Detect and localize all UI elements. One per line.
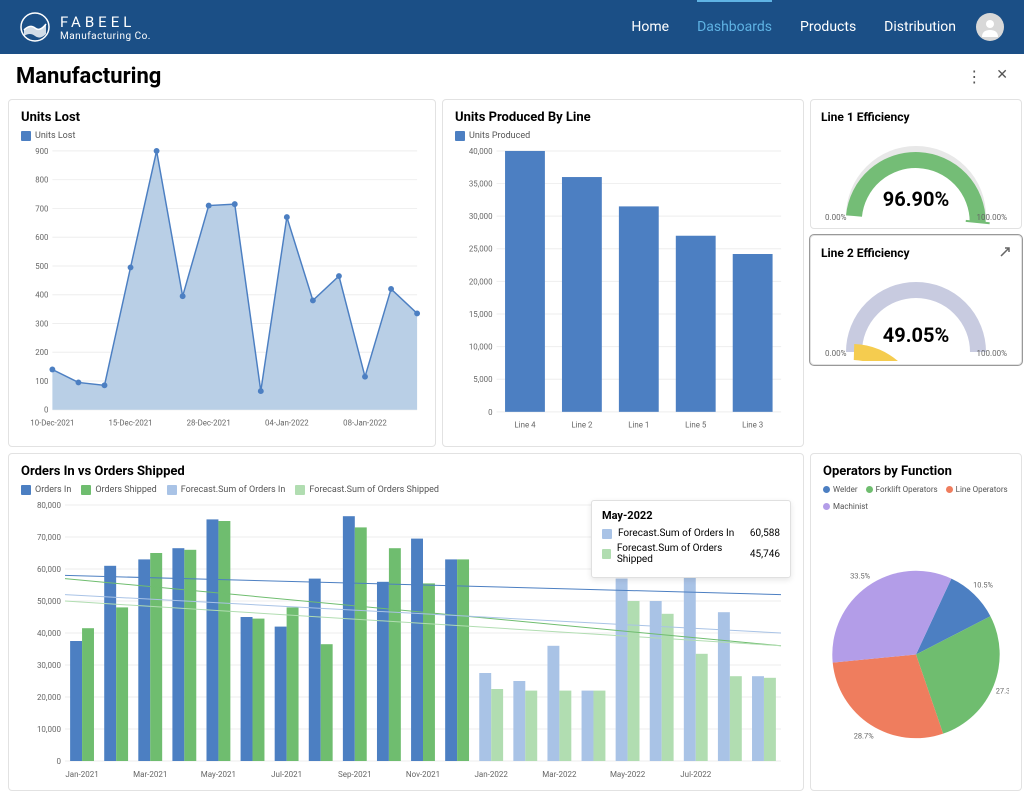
page-title: Manufacturing [16, 64, 161, 89]
efficiency-card-1[interactable]: Line 1 Efficiency 96.90% 0.00%100.00% [810, 99, 1022, 229]
svg-text:Line 1: Line 1 [628, 421, 649, 430]
units-lost-chart[interactable]: 0 100 200 300 400 500 600 700 800 900 10-Dec-2021 1… [21, 147, 423, 431]
operators-chart[interactable]: 10.5% 27.3% 28.7% 33.5% [823, 515, 1009, 785]
top-nav: Home Dashboards Products Distribution [631, 19, 956, 35]
orders-card: Orders In vs Orders Shipped Orders In Ord… [8, 453, 804, 791]
svg-text:Nov-2021: Nov-2021 [406, 770, 440, 779]
svg-text:Mar-2021: Mar-2021 [133, 770, 167, 779]
svg-text:20,000: 20,000 [37, 693, 62, 702]
svg-text:10.5%: 10.5% [973, 581, 993, 590]
svg-text:30,000: 30,000 [469, 212, 493, 221]
svg-text:40,000: 40,000 [469, 147, 493, 156]
svg-text:Jan-2022: Jan-2022 [474, 770, 508, 779]
orders-legend-item: Orders In [21, 485, 71, 495]
svg-text:10-Dec-2021: 10-Dec-2021 [30, 418, 74, 427]
svg-text:Line 2: Line 2 [571, 421, 593, 430]
svg-text:70,000: 70,000 [37, 533, 62, 542]
svg-text:500: 500 [35, 262, 48, 271]
svg-text:Line 5: Line 5 [685, 421, 707, 430]
units-lost-title: Units Lost [21, 110, 423, 125]
svg-text:08-Jan-2022: 08-Jan-2022 [343, 418, 387, 427]
brand-icon [20, 12, 50, 42]
units-lost-card: Units Lost Units Lost 0 100 200 300 400 500 60… [8, 99, 436, 447]
brand-logo: FABEEL Manufacturing Co. [20, 12, 151, 42]
svg-text:May-2021: May-2021 [201, 770, 236, 779]
efficiency-title: Line 2 Efficiency [821, 246, 1011, 260]
user-avatar[interactable] [976, 13, 1004, 41]
svg-text:Mar-2022: Mar-2022 [542, 770, 577, 779]
efficiency-card-2[interactable]: Line 2 Efficiency 49.05% 0.00%100.00% [810, 235, 1022, 365]
svg-text:May-2022: May-2022 [610, 770, 646, 779]
svg-text:33.5%: 33.5% [850, 571, 870, 580]
svg-text:200: 200 [35, 348, 48, 357]
pie-legend-item: Forklift Operators [866, 485, 938, 494]
app-header: FABEEL Manufacturing Co. Home Dashboards P… [0, 0, 1024, 54]
svg-text:400: 400 [35, 291, 48, 300]
svg-text:0: 0 [44, 406, 48, 415]
svg-text:900: 900 [35, 147, 48, 156]
svg-text:Line 4: Line 4 [514, 421, 536, 430]
nav-item-home[interactable]: Home [631, 19, 669, 35]
svg-text:100: 100 [35, 377, 48, 386]
units-by-line-title: Units Produced By Line [455, 110, 791, 125]
pie-legend-item: Line Operators [946, 485, 1008, 494]
operators-card: Operators by Function Welder Forklift Ope… [810, 453, 1022, 791]
pie-legend-item: Machinist [823, 502, 868, 511]
user-icon [980, 17, 1000, 37]
efficiency-title: Line 1 Efficiency [821, 110, 1011, 124]
units-by-line-legend: Units Produced [455, 131, 530, 141]
svg-text:50,000: 50,000 [37, 597, 62, 606]
svg-text:Line 3: Line 3 [742, 421, 763, 430]
svg-text:35,000: 35,000 [469, 180, 493, 189]
svg-text:15,000: 15,000 [469, 310, 493, 319]
close-icon[interactable]: ✕ [996, 67, 1008, 86]
pie-legend-item: Welder [823, 485, 858, 494]
nav-item-dashboards[interactable]: Dashboards [697, 19, 772, 35]
more-icon[interactable]: ⋮ [966, 67, 982, 86]
tooltip-row: Forecast.Sum of Orders Shipped45,746 [602, 543, 780, 565]
svg-text:27.3%: 27.3% [996, 686, 1009, 695]
svg-text:10,000: 10,000 [37, 725, 62, 734]
svg-text:Jan-2021: Jan-2021 [65, 770, 98, 779]
page-title-bar: Manufacturing ⋮ ✕ [0, 54, 1024, 99]
brand-title: FABEEL [60, 13, 151, 31]
nav-item-products[interactable]: Products [800, 19, 856, 35]
operators-title: Operators by Function [823, 464, 1009, 479]
svg-text:60,000: 60,000 [37, 565, 62, 574]
orders-legend-item: Forecast.Sum of Orders In [167, 485, 286, 495]
svg-text:300: 300 [35, 319, 48, 328]
svg-text:600: 600 [35, 233, 48, 242]
svg-text:Sep-2021: Sep-2021 [338, 770, 372, 779]
expand-icon[interactable] [999, 246, 1011, 258]
svg-text:80,000: 80,000 [37, 501, 62, 510]
svg-text:28.7%: 28.7% [854, 732, 874, 741]
orders-title: Orders In vs Orders Shipped [21, 464, 791, 479]
svg-text:40,000: 40,000 [37, 629, 62, 638]
svg-text:0: 0 [488, 408, 492, 417]
orders-tooltip: May-2022 Forecast.Sum of Orders In60,588… [591, 500, 791, 578]
svg-text:800: 800 [35, 176, 48, 185]
units-by-line-chart[interactable]: 0 5,000 10,000 15,000 20,000 25,000 30,000 35,0… [455, 147, 791, 434]
orders-legend-item: Orders Shipped [81, 485, 156, 495]
svg-text:20,000: 20,000 [469, 277, 493, 286]
svg-text:0: 0 [57, 757, 62, 766]
svg-text:Jul-2022: Jul-2022 [680, 770, 711, 779]
units-by-line-card: Units Produced By Line Units Produced 0 5… [442, 99, 804, 447]
svg-text:04-Jan-2022: 04-Jan-2022 [265, 418, 309, 427]
orders-legend-item: Forecast.Sum of Orders Shipped [295, 485, 439, 495]
svg-text:700: 700 [35, 204, 48, 213]
svg-text:15-Dec-2021: 15-Dec-2021 [108, 418, 152, 427]
svg-text:25,000: 25,000 [469, 245, 493, 254]
units-lost-legend: Units Lost [21, 131, 75, 141]
svg-text:5,000: 5,000 [473, 375, 492, 384]
svg-text:Jul-2021: Jul-2021 [271, 770, 302, 779]
svg-text:28-Dec-2021: 28-Dec-2021 [187, 418, 231, 427]
brand-subtitle: Manufacturing Co. [60, 31, 151, 42]
svg-text:30,000: 30,000 [37, 661, 62, 670]
tooltip-row: Forecast.Sum of Orders In60,588 [602, 528, 780, 539]
svg-text:10,000: 10,000 [469, 343, 493, 352]
nav-item-distribution[interactable]: Distribution [884, 19, 956, 35]
